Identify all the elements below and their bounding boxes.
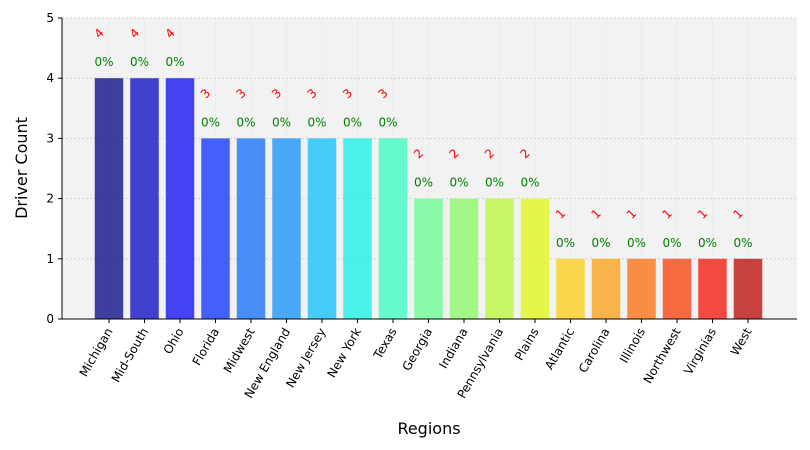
percent-label: 0% (591, 236, 610, 250)
percent-label: 0% (201, 115, 220, 129)
bar (662, 258, 692, 319)
x-tick-label: Florida (190, 326, 223, 368)
bar (378, 138, 408, 319)
x-tick-label: Michigan (77, 326, 116, 380)
bar (733, 258, 763, 319)
bar (307, 138, 337, 319)
bar (627, 258, 656, 319)
percent-label: 0% (130, 55, 149, 69)
x-tick-label: Georgia (399, 326, 435, 374)
x-axis-label: Regions (397, 419, 460, 438)
bar (449, 198, 479, 319)
y-axis-label: Driver Count (12, 117, 31, 219)
bar (94, 78, 124, 319)
percent-label: 0% (272, 115, 291, 129)
x-tick-label: Northwest (641, 325, 684, 386)
bar (698, 258, 727, 319)
bars (94, 78, 763, 319)
percent-label: 0% (662, 236, 681, 250)
x-tick-label: Midwest (221, 325, 258, 375)
bar (556, 258, 585, 319)
percent-label: 0% (414, 176, 433, 190)
x-tick-label: Texas (370, 326, 399, 363)
x-tick-label: Illinois (617, 326, 648, 366)
bar (414, 198, 443, 319)
percent-label: 0% (236, 115, 255, 129)
percent-label: 0% (627, 236, 646, 250)
x-tick-label: Carolina (576, 326, 613, 376)
percent-label: 0% (556, 236, 575, 250)
percent-label: 0% (520, 176, 539, 190)
x-tick-label: Atlantic (542, 326, 577, 373)
bar (520, 198, 550, 319)
bar (343, 138, 372, 319)
percent-label: 0% (94, 55, 113, 69)
percent-label: 0% (378, 115, 397, 129)
y-tick-label: 1 (46, 252, 54, 266)
x-tick-label: Ohio (161, 326, 187, 357)
percent-label: 0% (698, 236, 717, 250)
x-tick-label: Plains (512, 326, 542, 363)
percent-label: 0% (165, 55, 184, 69)
percent-label: 0% (343, 115, 362, 129)
y-tick-label: 5 (46, 11, 54, 25)
x-tick-label: Mid-South (109, 326, 151, 385)
y-tick-label: 4 (46, 71, 54, 85)
y-tick-label: 3 (46, 131, 54, 145)
percent-label: 0% (485, 176, 504, 190)
y-ticks: 0 1 2 3 4 5 (46, 11, 62, 326)
y-tick-label: 2 (46, 192, 54, 206)
bar (165, 78, 195, 319)
x-tick-label: Virginias (681, 326, 719, 378)
bar (201, 138, 230, 319)
bar (272, 138, 301, 319)
bar (236, 138, 266, 319)
bar (130, 78, 159, 319)
bar (591, 258, 621, 319)
percent-label: 0% (307, 115, 326, 129)
x-tick-label: New York (324, 325, 364, 380)
bar (485, 198, 514, 319)
x-tick-label: West (728, 325, 755, 358)
percent-label: 0% (733, 236, 752, 250)
x-tick-label: Indiana (436, 326, 470, 371)
percent-label: 0% (449, 176, 468, 190)
y-tick-label: 0 (46, 312, 54, 326)
